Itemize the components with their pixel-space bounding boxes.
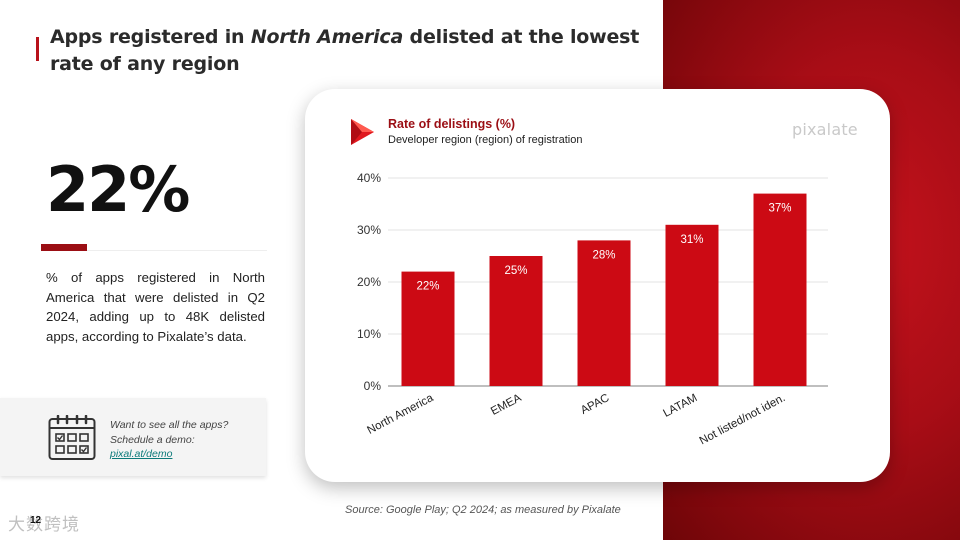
slide-title: Apps registered in North America deliste… xyxy=(50,24,650,78)
title-italic-region: North America xyxy=(250,26,404,48)
chart-subtitle: Developer region (region) of registratio… xyxy=(388,134,583,146)
chart-card xyxy=(305,89,890,482)
demo-callout-box xyxy=(0,398,266,476)
play-store-logo xyxy=(351,119,374,145)
brand-logo-text: pixalate xyxy=(792,120,858,139)
demo-link[interactable]: pixal.at/demo xyxy=(110,448,173,460)
stat-description: % of apps registered in North America th… xyxy=(46,270,265,344)
title-part-1: Apps registered in xyxy=(50,26,251,48)
stat-divider xyxy=(87,250,267,251)
demo-callout-label: Want to see all the apps? Schedule a dem… xyxy=(110,419,229,446)
calendar-icon xyxy=(48,415,96,460)
source-note: Source: Google Play; Q2 2024; as measure… xyxy=(345,504,621,516)
watermark: 大数跨境 xyxy=(8,515,80,535)
title-accent-bar xyxy=(36,37,39,61)
big-stat-number: 22% xyxy=(46,153,190,226)
page-number: 12 xyxy=(30,515,42,526)
chart-title: Rate of delistings (%) xyxy=(388,117,516,131)
stat-underline xyxy=(41,244,87,251)
title-part-2: delisted at the lowest rate of any regio… xyxy=(50,26,640,75)
demo-callout-text: Want to see all the apps? Schedule a dem… xyxy=(110,418,250,462)
